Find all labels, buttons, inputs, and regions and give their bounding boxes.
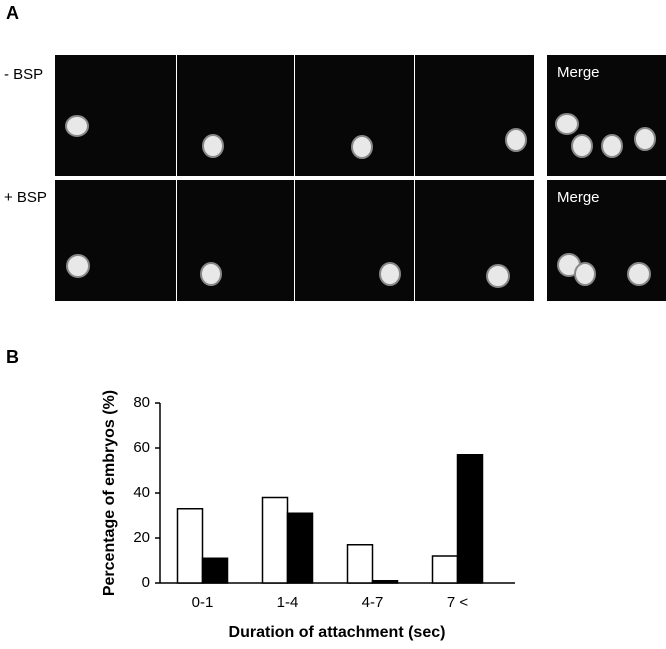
x-tick-label: 0-1 [192,594,214,611]
y-tick-label: 0 [142,574,150,591]
embryo [571,134,593,158]
bar [201,557,229,584]
embryo [351,135,373,159]
micrograph [55,180,176,301]
bar [261,496,289,584]
embryo [555,113,579,135]
embryo [202,134,224,158]
bar [176,508,204,584]
embryo [486,264,510,288]
embryo [634,127,656,151]
row-label: - BSP [4,66,43,83]
merge-label: Merge [557,189,600,206]
micrograph [177,55,294,176]
y-tick-label: 60 [133,439,150,456]
micrograph [415,180,534,301]
y-tick-label: 40 [133,484,150,501]
x-tick-label: 4-7 [362,594,384,611]
embryo [627,262,651,286]
bar [286,512,314,584]
micrographs [55,55,666,301]
merge-label: Merge [557,64,600,81]
y-axis-label: Percentage of embryos (%) [101,390,118,596]
x-tick-label: 7 < [447,594,469,611]
bar [431,555,459,584]
embryo [574,262,596,286]
embryo [66,254,90,278]
embryo [601,134,623,158]
panel-label: A [6,3,19,23]
embryo [65,115,89,137]
micrograph [295,55,414,176]
y-tick-label: 80 [133,394,150,411]
bar [346,544,374,584]
y-tick-label: 20 [133,529,150,546]
micrograph [415,55,534,176]
micrograph [177,180,294,301]
x-axis-label: Duration of attachment (sec) [229,624,446,641]
embryo [379,262,401,286]
row-label: + BSP [4,189,47,206]
panel-label: B [6,347,19,367]
micrograph [55,55,176,176]
bar [371,580,399,584]
x-tick-label: 1-4 [277,594,299,611]
embryo [200,262,222,286]
embryo [505,128,527,152]
bar [456,454,484,584]
